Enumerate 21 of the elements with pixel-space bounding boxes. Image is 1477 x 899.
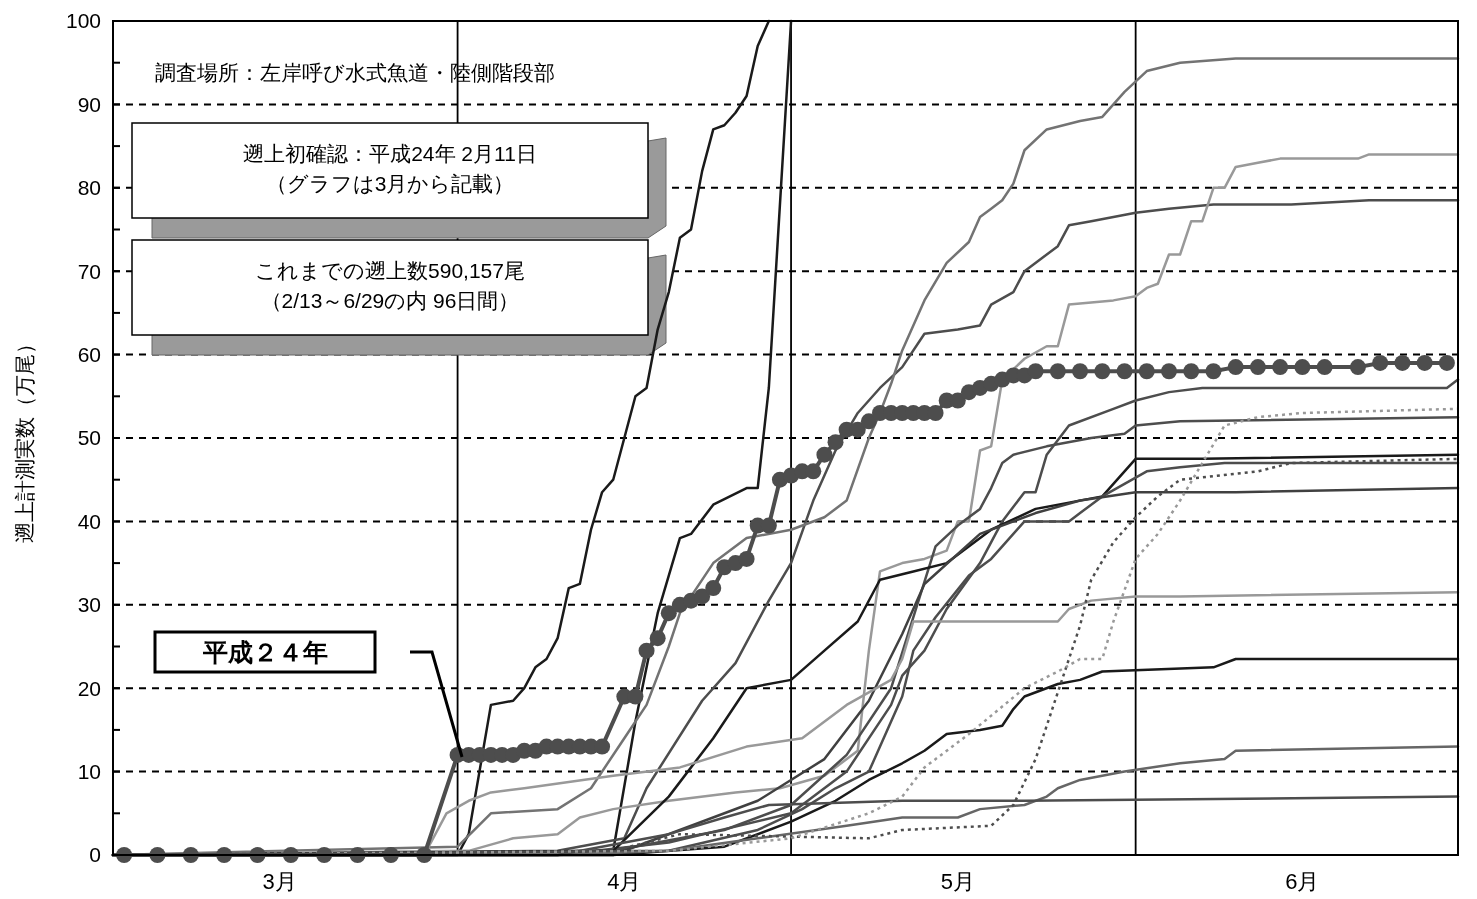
y-axis-title: 遡上計測実数（万尾） [13,333,36,543]
x-tick-label: 4月 [607,869,642,894]
y-tick-label: 70 [77,259,101,283]
y-tick-label: 0 [89,843,101,867]
annotation: （グラフは3月から記載） [265,172,515,195]
x-tick-label: 3月 [262,869,297,894]
y-tick-label: 40 [77,509,101,533]
y-tick-label: 100 [65,9,101,33]
x-tick-label: 6月 [1285,869,1320,894]
y-tick-label: 90 [77,92,101,116]
y-tick-label: 20 [77,676,101,700]
annotation: これまでの遡上数590,157尾 [255,259,525,282]
annotation: 遡上初確認：平成24年 2月11日 [243,142,537,165]
annotation: （2/13～6/29の内 96日間） [260,289,520,312]
y-tick-label: 50 [77,426,101,450]
annotation: 平成２４年 [201,638,328,666]
y-tick-label: 30 [77,593,101,617]
x-tick-label: 5月 [940,869,975,894]
y-tick-label: 10 [77,759,101,783]
y-tick-label: 80 [77,176,101,200]
y-tick-label: 60 [77,342,101,366]
